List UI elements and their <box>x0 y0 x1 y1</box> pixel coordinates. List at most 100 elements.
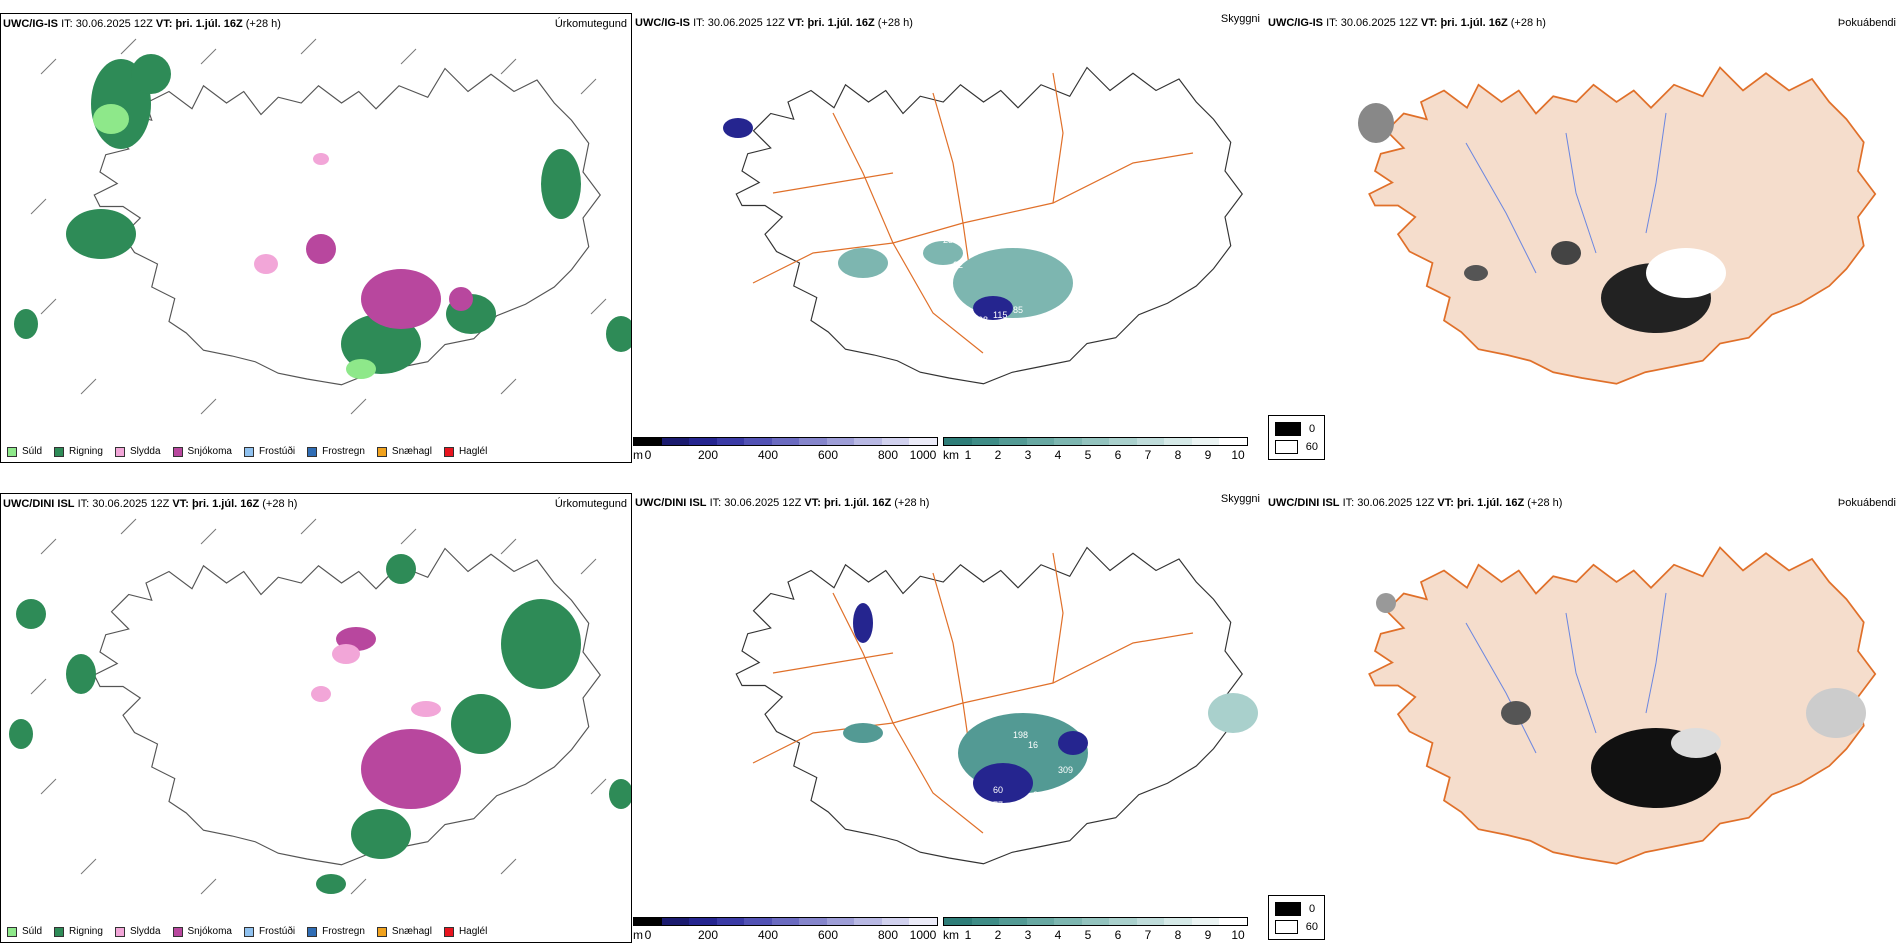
snow-areas <box>306 234 473 329</box>
precip-map-bottom <box>9 518 631 895</box>
precip-legend: Súld Rigning Slydda Snjókoma Frostúði Fr… <box>7 926 499 937</box>
ceiling-label: 22 <box>953 260 963 270</box>
colorbar-segment <box>881 438 910 445</box>
ceiling-map-bottom: 198 212 60 77 247 309 93 16 <box>735 546 1258 865</box>
panel-title: UWC/IG-IS IT: 30.06.2025 12Z VT: þri. 1.… <box>1268 17 1546 29</box>
colorbar-segment <box>1219 918 1248 925</box>
fog-legend-row: 0 <box>1275 900 1318 918</box>
colorbar-segment <box>661 438 690 445</box>
colorbar-segment <box>826 438 855 445</box>
ceiling-areas <box>853 603 1088 803</box>
colorbar-segment <box>1191 438 1220 445</box>
colorbar-segment <box>689 438 717 445</box>
legend-item: Haglél <box>443 926 487 937</box>
colorbar-segment <box>944 438 972 445</box>
colorbar-segment <box>971 918 1000 925</box>
visibility-colorbar: km 1 2 3 4 5 6 7 8 9 10 <box>943 917 1248 943</box>
precip-panel-bottom: UWC/DINI ISL IT: 30.06.2025 12Z VT: þri.… <box>0 493 632 943</box>
ceiling-label: 60 <box>993 785 1003 795</box>
colorbar-segment <box>909 438 938 445</box>
colorbar-segment <box>1164 918 1192 925</box>
legend-item: Rigning <box>54 446 103 457</box>
colorbar-segment <box>1026 918 1055 925</box>
colorbar-segment <box>971 438 1000 445</box>
fog-panel-bottom: UWC/DINI ISL IT: 30.06.2025 12Z VT: þri.… <box>1266 493 1900 943</box>
colorbar-segment <box>1081 438 1110 445</box>
river-lines <box>1465 592 1667 754</box>
fog-legend-row: 60 <box>1275 438 1318 456</box>
ceiling-label: 108 <box>973 315 988 325</box>
rain-areas <box>9 554 631 894</box>
colorbar-segment <box>999 438 1027 445</box>
legend-item: Snæhagl <box>376 446 432 457</box>
visibility-colorbar: km 1 2 3 4 5 6 7 8 9 10 <box>943 437 1248 463</box>
ceiling-label: 212 <box>1113 735 1128 745</box>
ceiling-panel-top: 80 22 25 115 108 85 UWC/IG-IS IT: 30.06.… <box>633 13 1265 463</box>
colorbar-segment <box>661 918 690 925</box>
ceiling-areas <box>723 118 1013 320</box>
ceiling-label: 93 <box>1053 807 1063 817</box>
ceiling-map-top: 80 22 25 115 108 85 <box>723 66 1243 385</box>
ceiling-label: 309 <box>1058 765 1073 775</box>
road-network <box>752 552 1194 834</box>
colorbar-segment <box>1109 438 1137 445</box>
precip-panel-top: UWC/IG-IS IT: 30.06.2025 12Z VT: þri. 1.… <box>0 13 632 463</box>
sleet-areas <box>254 153 329 274</box>
fog-legend-row: 60 <box>1275 918 1318 936</box>
ceiling-label: 25 <box>943 235 953 245</box>
sleet-areas <box>311 644 441 717</box>
panel-title: UWC/DINI ISL IT: 30.06.2025 12Z VT: þri.… <box>3 498 298 510</box>
colorbar-segment <box>799 438 827 445</box>
colorbar-segment <box>1191 918 1220 925</box>
legend-item: Frostregn <box>307 926 365 937</box>
colorbar-segment <box>716 438 745 445</box>
ceiling-colorbar: m 0 200 400 600 800 1000 <box>633 437 938 463</box>
legend-item: Frostúði <box>243 446 295 457</box>
colorbar-segment <box>716 918 745 925</box>
fog-legend: 0 60 <box>1268 895 1325 940</box>
ceiling-label: 198 <box>1013 730 1028 740</box>
colorbar-segment <box>744 918 772 925</box>
colorbar-segment <box>854 918 882 925</box>
fog-map-top <box>1358 66 1877 385</box>
fog-areas <box>1376 593 1866 808</box>
precip-legend: Súld Rigning Slydda Snjókoma Frostúði Fr… <box>7 446 499 457</box>
fog-legend: 0 60 <box>1268 415 1325 460</box>
legend-item: Slydda <box>114 446 161 457</box>
colorbar-segment <box>1054 918 1082 925</box>
colorbar-segment <box>634 918 662 925</box>
colorbar-segment <box>1081 918 1110 925</box>
panel-title: UWC/DINI ISL IT: 30.06.2025 12Z VT: þri.… <box>635 497 930 509</box>
colorbar-segment <box>689 918 717 925</box>
colorbar-segment <box>909 918 938 925</box>
legend-item: Frostregn <box>307 446 365 457</box>
field-name: Þokuábendi <box>1837 497 1896 509</box>
river-lines <box>1465 112 1667 274</box>
ceiling-label: 16 <box>1028 740 1038 750</box>
field-name: Úrkomutegund <box>554 498 627 510</box>
legend-item: Slydda <box>114 926 161 937</box>
wind-barbs <box>30 518 607 895</box>
field-name: Skyggni <box>1220 493 1260 505</box>
fog-areas <box>1358 103 1726 333</box>
legend-item: Súld <box>7 446 42 457</box>
colorbar-segment <box>771 438 800 445</box>
panel-title: UWC/IG-IS IT: 30.06.2025 12Z VT: þri. 1.… <box>635 17 913 29</box>
colorbar-segment <box>1136 438 1165 445</box>
drizzle-areas <box>93 104 376 379</box>
colorbar-segment <box>1219 438 1248 445</box>
colorbar-segment <box>1026 438 1055 445</box>
legend-item: Snæhagl <box>376 926 432 937</box>
field-name: Þokuábendi <box>1837 17 1896 29</box>
colorbar-segment <box>826 918 855 925</box>
colorbar-segment <box>1054 438 1082 445</box>
legend-item: Haglél <box>443 446 487 457</box>
panel-title: UWC/DINI ISL IT: 30.06.2025 12Z VT: þri.… <box>1268 497 1563 509</box>
legend-item: Frostúði <box>243 926 295 937</box>
ceiling-colorbar: m 0 200 400 600 800 1000 <box>633 917 938 943</box>
colorbar-segment <box>634 438 662 445</box>
legend-item: Snjókoma <box>172 446 232 457</box>
colorbar-segment <box>999 918 1027 925</box>
colorbar-segment <box>744 438 772 445</box>
colorbar-segment <box>881 918 910 925</box>
